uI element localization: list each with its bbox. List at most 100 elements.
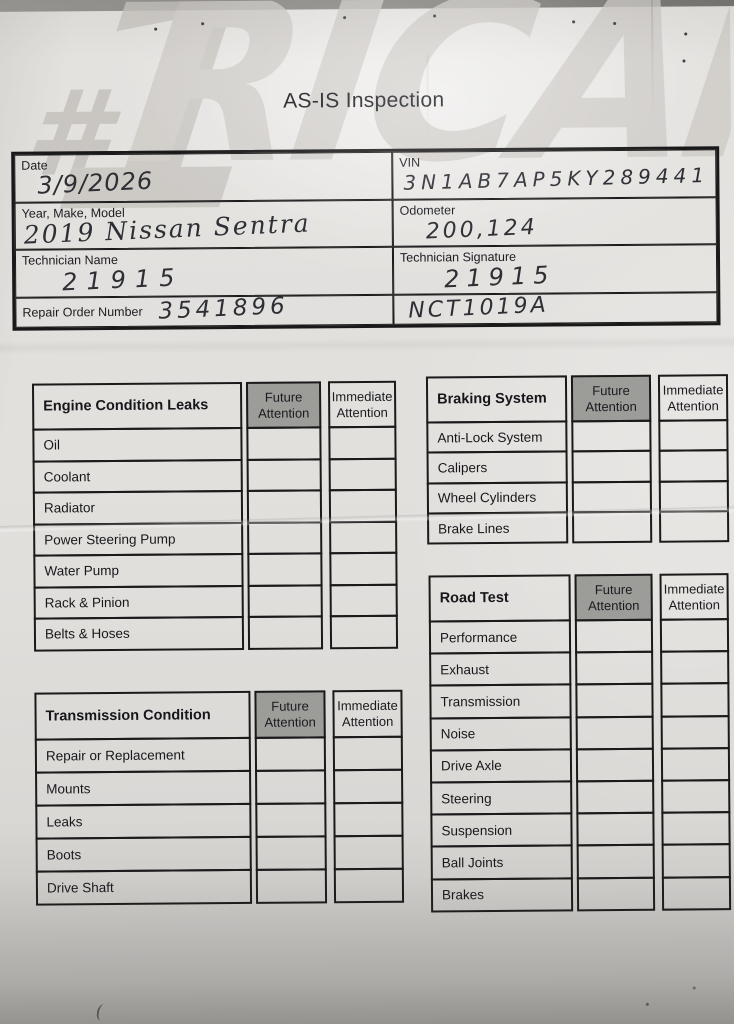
checklist-item-label: Oil — [32, 426, 243, 463]
dust-speck — [682, 59, 686, 63]
checklist-item-label: Repair or Replacement — [34, 736, 252, 774]
engine-table-title: Engine Condition Leaks — [31, 381, 243, 431]
immediate-attention-checkbox-cell — [661, 779, 731, 814]
future-attention-checkbox-cell — [246, 426, 322, 461]
table-header-row: Road Test Future Attention Immediate Att… — [428, 573, 729, 623]
future-attention-checkbox-cell — [254, 736, 327, 772]
future-attention-checkbox-cell — [246, 489, 323, 524]
checklist-row: Radiator — [32, 488, 398, 526]
future-attention-header: Future Attention — [570, 374, 652, 423]
checklist-row: Power Steering Pump — [33, 520, 398, 557]
immediate-attention-checkbox-cell — [333, 834, 404, 871]
checklist-item-label: Water Pump — [33, 552, 244, 589]
checklist-row: Transmission — [429, 682, 730, 720]
checklist-row: Boots — [35, 834, 404, 873]
repair-order-label: Repair Order Number — [22, 304, 143, 320]
checklist-row: Performance — [428, 618, 730, 655]
future-attention-checkbox-cell — [576, 779, 655, 815]
immediate-attention-checkbox-cell — [660, 746, 731, 782]
immediate-attention-checkbox-cell — [659, 618, 730, 653]
checklist-item-label: Radiator — [32, 489, 244, 526]
dust-speck — [645, 1002, 649, 1006]
immediate-attention-checkbox-cell — [661, 843, 731, 879]
vehicle-info-table: Date 3/9/2026 VIN 3N1AB7AP5KY289441 Year… — [11, 146, 721, 331]
checklist-item-label: Exhaust — [429, 651, 572, 687]
immediate-attention-checkbox-cell — [333, 867, 405, 904]
checklist-row: Coolant — [32, 457, 397, 494]
dust-speck — [684, 32, 688, 36]
transmission-table-title: Transmission Condition — [34, 690, 251, 741]
checklist-item-label: Rack & Pinion — [33, 584, 244, 620]
braking-system-table: Braking System Future Attention Immediat… — [425, 374, 730, 545]
checklist-item-label: Brake Lines — [427, 511, 569, 545]
future-attention-header: Future Attention — [245, 381, 322, 429]
future-attention-header: Future Attention — [254, 690, 326, 739]
dust-speck — [154, 27, 158, 31]
odometer-label: Odometer — [399, 203, 456, 218]
future-attention-checkbox-cell — [575, 747, 655, 783]
table-header-row: Engine Condition Leaks Future Attention … — [31, 380, 397, 431]
checklist-item-label: Power Steering Pump — [33, 521, 244, 557]
future-attention-checkbox-cell — [575, 715, 654, 751]
checklist-item-label: Transmission — [429, 683, 572, 720]
immediate-attention-checkbox-cell — [329, 551, 398, 586]
immediate-attention-checkbox-cell — [658, 419, 729, 453]
repair-order-field: Repair Order Number 3541896 — [15, 292, 394, 328]
checklist-row: Mounts — [35, 768, 404, 807]
dust-speck — [343, 16, 347, 20]
immediate-attention-checkbox-cell — [661, 811, 731, 847]
dust-speck — [572, 20, 576, 24]
repair-order-handwritten-value: 3541896 — [158, 292, 290, 325]
checklist-item-label: Coolant — [32, 458, 243, 494]
checklist-row: Belts & Hoses — [33, 614, 399, 652]
braking-table-title: Braking System — [425, 375, 568, 424]
checklist-row: Leaks — [35, 801, 404, 840]
future-attention-header: Future Attention — [574, 573, 653, 622]
checklist-item-label: Brakes — [430, 876, 574, 913]
checklist-item-label: Mounts — [35, 769, 252, 807]
future-attention-checkbox-cell — [575, 650, 654, 686]
technician-name-handwritten-value: 21915 — [61, 263, 185, 297]
checklist-item-label: Leaks — [35, 802, 252, 840]
future-attention-checkbox-cell — [571, 450, 652, 483]
year-make-model-field: Year, Make, Model 2019 Nissan Sentra — [14, 199, 393, 250]
handwritten-code-value: NCT1019A — [407, 292, 550, 324]
checklist-item-label: Drive Shaft — [35, 868, 253, 906]
future-attention-checkbox-cell — [255, 802, 327, 838]
immediate-attention-checkbox-cell — [328, 488, 398, 523]
road-test-table-title: Road Test — [428, 574, 571, 623]
immediate-attention-checkbox-cell — [660, 714, 730, 750]
date-handwritten-value: 3/9/2026 — [36, 167, 154, 200]
transmission-condition-table: Transmission Condition Future Attention … — [34, 689, 405, 906]
immediate-attention-checkbox-cell — [661, 875, 732, 911]
checklist-row: Exhaust — [429, 650, 730, 687]
immediate-attention-checkbox-cell — [660, 682, 730, 718]
checklist-item-label: Wheel Cylinders — [426, 481, 569, 515]
future-attention-checkbox-cell — [576, 876, 656, 912]
immediate-attention-checkbox-cell — [333, 768, 404, 805]
future-attention-checkbox-cell — [575, 683, 654, 718]
checklist-item-label: Ball Joints — [430, 844, 573, 881]
checklist-item-label: Performance — [428, 619, 572, 655]
vin-handwritten-value: 3N1AB7AP5KY289441 — [403, 163, 710, 196]
checklist-row: Noise — [429, 714, 730, 752]
checklist-row: Wheel Cylinders — [426, 479, 730, 515]
future-attention-checkbox-cell — [247, 583, 323, 618]
checklist-item-label: Boots — [35, 835, 252, 873]
dust-speck — [613, 22, 617, 26]
checklist-item-label: Steering — [430, 780, 573, 816]
odometer-handwritten-value: 200,124 — [425, 215, 539, 245]
immediate-attention-header: Immediate Attention — [332, 689, 403, 739]
future-attention-checkbox-cell — [576, 811, 655, 847]
future-attention-checkbox-cell — [572, 510, 653, 544]
immediate-attention-checkbox-cell — [658, 449, 729, 483]
handwritten-code-field: NCT1019A — [393, 292, 718, 325]
technician-signature-handwritten-value: 21915 — [443, 261, 557, 294]
table-header-row: Transmission Condition Future Attention … — [34, 689, 403, 741]
future-attention-checkbox-cell — [247, 615, 324, 650]
checklist-row: Ball Joints — [430, 843, 731, 881]
future-attention-checkbox-cell — [246, 457, 322, 492]
future-attention-checkbox-cell — [247, 552, 323, 587]
